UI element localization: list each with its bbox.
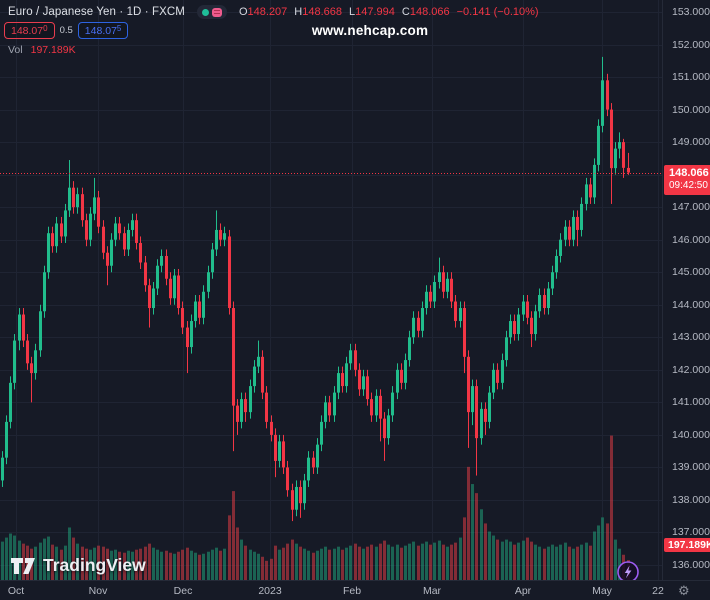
ohlc-readout: O148.207 H148.668 L147.994 C148.066 −0.1… (238, 6, 539, 18)
watermark-text: www.nehcap.com (311, 23, 429, 38)
price-axis-label: 141.000 (672, 396, 710, 409)
volume-readout: Vol 197.189K (8, 44, 76, 56)
price-axis-label: 138.000 (672, 493, 710, 506)
time-axis-label: Nov (88, 585, 108, 597)
last-price-badge: 148.066 09:42:50 (664, 164, 710, 195)
tradingview-logo[interactable]: TradingView (10, 555, 146, 576)
time-axis-label: 22 (652, 585, 664, 597)
price-axis-label: 144.000 (672, 298, 710, 311)
time-axis[interactable]: ⚙ Oct Nov Dec 2023 Feb Mar Apr May 22 (0, 580, 710, 600)
pink-menu-icon (211, 7, 222, 17)
price-axis-label: 150.000 (672, 103, 710, 116)
time-axis-label: May (592, 585, 612, 597)
symbol-title[interactable]: Euro / Japanese Yen · 1D · FXCM (8, 6, 185, 18)
price-axis-label: 140.000 (672, 428, 710, 441)
chart-header: Euro / Japanese Yen · 1D · FXCM O148.207… (8, 5, 539, 19)
time-axis-label: Feb (342, 585, 362, 597)
lightning-icon (617, 561, 639, 583)
green-dot-icon (201, 8, 209, 16)
recording-toggle[interactable] (196, 5, 227, 19)
time-axis-label: Apr (514, 585, 532, 597)
price-axis-label: 137.000 (672, 526, 710, 539)
price-axis-label: 151.000 (672, 71, 710, 84)
tradingview-logo-text: TradingView (43, 555, 146, 575)
axis-settings-gear-icon[interactable]: ⚙ (678, 583, 690, 598)
price-axis-label: 142.000 (672, 363, 710, 376)
price-axis-label: 147.000 (672, 201, 710, 214)
price-axis-label: 146.000 (672, 233, 710, 246)
time-axis-label: Dec (173, 585, 193, 597)
spread-label: 0.5 (59, 25, 73, 36)
price-axis-label: 139.000 (672, 461, 710, 474)
time-axis-label: Oct (7, 585, 25, 597)
price-axis-label: 145.000 (672, 266, 710, 279)
tradingview-mark-icon (11, 558, 35, 574)
price-axis[interactable]: 148.066 09:42:50 197.189K 153.000 152.000… (662, 0, 710, 580)
price-axis-label: 143.000 (672, 331, 710, 344)
price-axis-label: 152.000 (672, 38, 710, 51)
time-axis-label: 2023 (258, 585, 282, 597)
price-axis-label: 136.000 (672, 559, 710, 571)
volume-value-badge: 197.189K (664, 538, 710, 552)
price-axis-label: 153.000 (672, 6, 710, 18)
price-axis-label: 149.000 (672, 136, 710, 149)
sell-button[interactable]: 148.07 0 (4, 22, 55, 39)
price-chart-canvas[interactable] (0, 0, 662, 580)
bar-countdown: 09:42:50 (669, 180, 708, 192)
buy-button[interactable]: 148.07 5 (77, 22, 129, 39)
trade-buttons: 148.07 0 0.5 148.07 5 (4, 22, 129, 39)
change-readout: −0.141 (−0.10%) (456, 6, 539, 18)
time-axis-label: Mar (422, 585, 442, 597)
